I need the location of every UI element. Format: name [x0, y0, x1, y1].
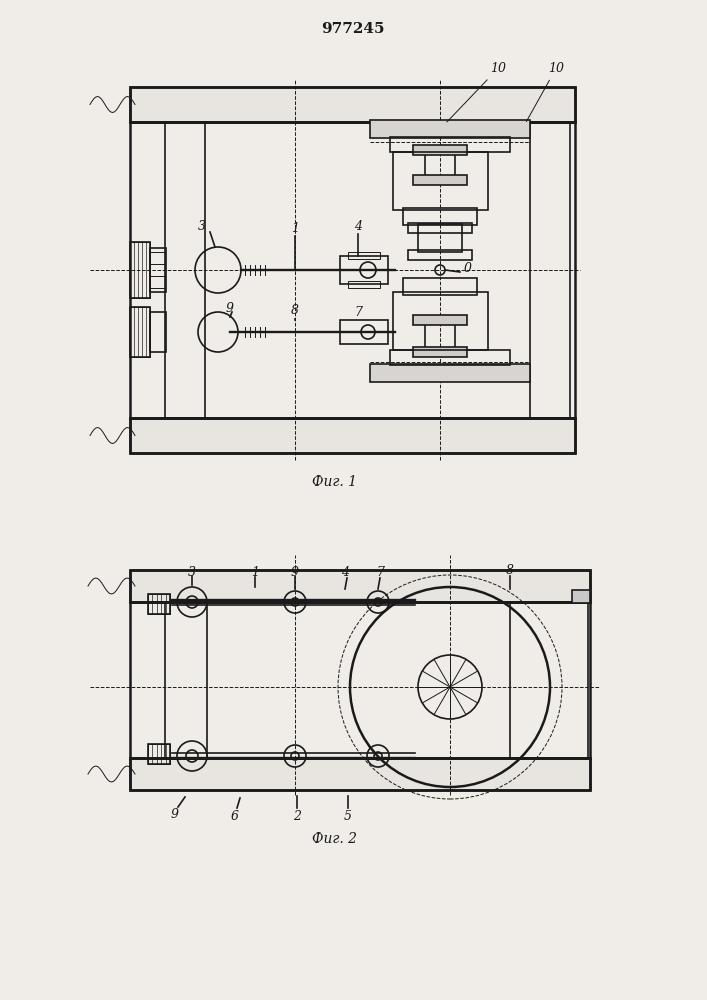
Bar — [408, 223, 472, 233]
Bar — [370, 364, 530, 382]
Text: 7: 7 — [376, 566, 384, 578]
Text: 4: 4 — [354, 220, 362, 233]
Bar — [413, 315, 467, 325]
Text: 0: 0 — [464, 262, 472, 275]
Text: 9: 9 — [226, 302, 234, 315]
Bar — [413, 347, 467, 357]
Bar — [150, 312, 166, 352]
Bar — [130, 602, 590, 758]
Bar — [130, 307, 150, 357]
Bar — [510, 602, 588, 758]
Bar — [130, 418, 575, 453]
Bar — [403, 208, 477, 225]
Text: 6: 6 — [231, 810, 239, 824]
Bar — [130, 758, 590, 790]
Bar — [418, 224, 462, 252]
Text: 8: 8 — [506, 564, 514, 576]
Text: 10: 10 — [526, 62, 564, 122]
Text: 3: 3 — [188, 566, 196, 578]
Bar — [393, 292, 488, 350]
Bar — [408, 250, 472, 260]
Bar — [390, 137, 510, 152]
Bar — [148, 594, 170, 614]
Bar — [413, 175, 467, 185]
Text: 977245: 977245 — [321, 22, 385, 36]
Bar — [148, 744, 170, 764]
Bar — [390, 350, 510, 365]
Bar — [130, 307, 150, 357]
Bar — [130, 570, 590, 602]
Bar — [340, 320, 388, 344]
Bar — [340, 256, 388, 284]
Text: 2: 2 — [293, 810, 301, 824]
Bar — [150, 248, 166, 292]
Bar — [148, 594, 170, 614]
Bar — [130, 758, 590, 790]
Text: 8: 8 — [291, 304, 299, 317]
Text: Фиг. 2: Фиг. 2 — [312, 832, 358, 846]
Bar — [165, 122, 205, 418]
Bar — [348, 252, 380, 259]
Bar — [572, 590, 590, 603]
Bar — [130, 570, 590, 602]
Bar — [130, 87, 575, 122]
Text: 1: 1 — [291, 222, 299, 235]
Bar — [130, 242, 150, 298]
Bar — [130, 242, 150, 298]
Text: Фиг. 1: Фиг. 1 — [312, 475, 358, 489]
Text: 10: 10 — [447, 62, 506, 122]
Text: 5: 5 — [344, 810, 352, 824]
Text: 9: 9 — [171, 808, 179, 822]
Text: 3: 3 — [198, 220, 206, 233]
Bar — [425, 322, 455, 352]
Bar — [130, 122, 575, 418]
Text: 7: 7 — [354, 306, 362, 319]
Bar — [165, 602, 207, 758]
Bar — [130, 87, 575, 122]
Bar — [370, 120, 530, 138]
Bar — [148, 744, 170, 764]
Bar — [393, 152, 488, 210]
Text: 9: 9 — [291, 566, 299, 578]
Bar — [348, 281, 380, 288]
Bar — [425, 150, 455, 180]
Text: 4: 4 — [341, 566, 349, 578]
Bar — [403, 278, 477, 295]
Text: 1: 1 — [251, 566, 259, 578]
Bar — [413, 145, 467, 155]
Bar — [530, 122, 570, 418]
Bar — [130, 418, 575, 453]
